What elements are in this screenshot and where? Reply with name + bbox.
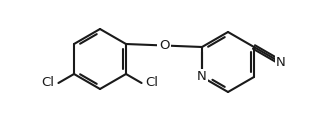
Text: O: O [159,39,169,52]
Text: N: N [276,56,286,69]
Text: N: N [197,70,207,84]
Text: Cl: Cl [41,76,54,89]
Text: Cl: Cl [146,76,159,89]
